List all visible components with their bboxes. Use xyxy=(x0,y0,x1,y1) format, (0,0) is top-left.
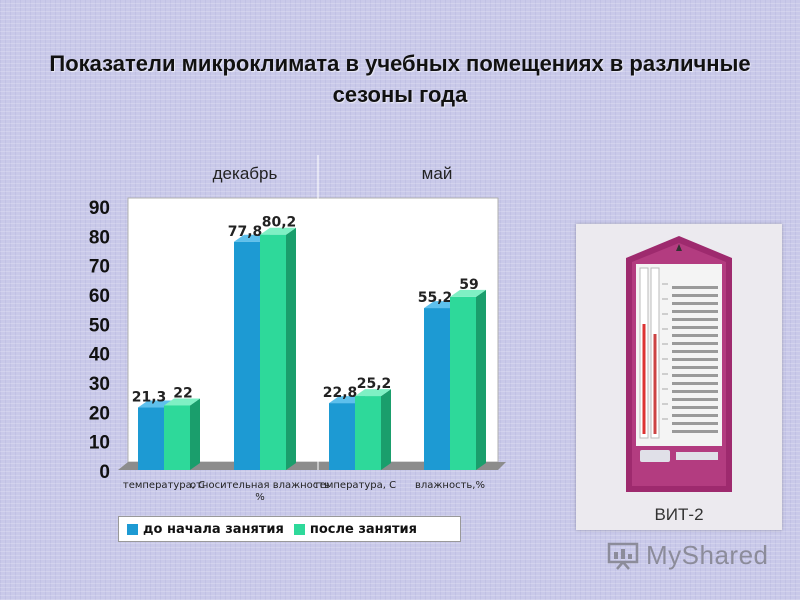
data-label-s2-c3: 25,2 xyxy=(357,376,392,392)
bar-side-s2-c2 xyxy=(286,227,296,470)
y-tick-label-0: 0 xyxy=(99,462,110,483)
y-tick-label-4: 40 xyxy=(89,345,110,366)
section-label-may: май xyxy=(422,164,453,183)
bar-s2-c2 xyxy=(260,234,286,470)
bar-top-s2-c1 xyxy=(164,398,200,406)
x-tick-label-2-line1: относительная влажность xyxy=(190,480,330,491)
data-label-s2-c2: 80,2 xyxy=(262,215,297,231)
y-tick-label-2: 20 xyxy=(89,403,110,424)
chart-legend: до начала занятия после занятия xyxy=(118,516,461,542)
bar-top-s2-c3 xyxy=(355,389,391,397)
y-tick-label-7: 70 xyxy=(89,257,110,278)
bar-top-s2-c2 xyxy=(260,227,296,235)
bar-s2-c3 xyxy=(355,396,381,470)
bar-side-s2-c3 xyxy=(381,389,391,470)
legend-label-after: после занятия xyxy=(309,521,418,537)
y-tick-label-6: 60 xyxy=(89,286,110,307)
bar-side-s2-c1 xyxy=(190,398,200,470)
x-tick-label-4: влажность,% xyxy=(415,480,485,491)
legend-swatch-after xyxy=(293,523,305,535)
legend-swatch-before xyxy=(127,523,138,535)
bar-s1-c4 xyxy=(424,308,450,470)
legend-item-before: до начала занятия xyxy=(127,522,284,537)
x-tick-label-2-line2: % xyxy=(255,492,265,503)
hygrometer-photo: ВИТ-2 xyxy=(576,224,782,530)
plot-floor xyxy=(118,462,506,470)
y-tick-label-9: 90 xyxy=(89,198,110,219)
data-label-s2-c4: 59 xyxy=(459,277,478,293)
slide-title: Показатели микроклимата в учебных помеще… xyxy=(49,51,751,107)
bar-top-s2-c4 xyxy=(450,289,486,297)
bar-s1-c3 xyxy=(329,403,355,470)
data-label-s2-c1: 22 xyxy=(173,385,192,401)
y-tick-label-1: 10 xyxy=(89,433,110,454)
data-label-s1-c2: 77,8 xyxy=(228,224,263,240)
bar-s1-c1 xyxy=(138,407,164,470)
data-label-s1-c3: 22,8 xyxy=(323,385,358,401)
y-tick-label-8: 80 xyxy=(89,227,110,248)
x-tick-label-1: температура, С xyxy=(123,480,205,491)
device-label: ВИТ-2 xyxy=(654,505,703,524)
x-tick-label-3: температура, С xyxy=(314,480,396,491)
presentation-icon xyxy=(607,542,639,570)
bar-side-s2-c4 xyxy=(476,289,486,470)
myshared-watermark: MyShared xyxy=(606,537,776,573)
bar-s2-c1 xyxy=(164,405,190,470)
section-label-december: декабрь xyxy=(213,164,278,183)
legend-item-after: после занятия xyxy=(293,521,418,537)
bar-s2-c4 xyxy=(450,296,476,470)
data-label-s1-c4: 55,2 xyxy=(418,290,453,306)
legend-label-before: до начала занятия xyxy=(143,521,284,537)
y-tick-label-3: 30 xyxy=(89,374,110,395)
data-label-s1-c1: 21,3 xyxy=(132,390,167,406)
y-tick-label-5: 50 xyxy=(89,315,110,336)
watermark-text: MyShared xyxy=(646,539,769,570)
bar-s1-c2 xyxy=(234,241,260,470)
